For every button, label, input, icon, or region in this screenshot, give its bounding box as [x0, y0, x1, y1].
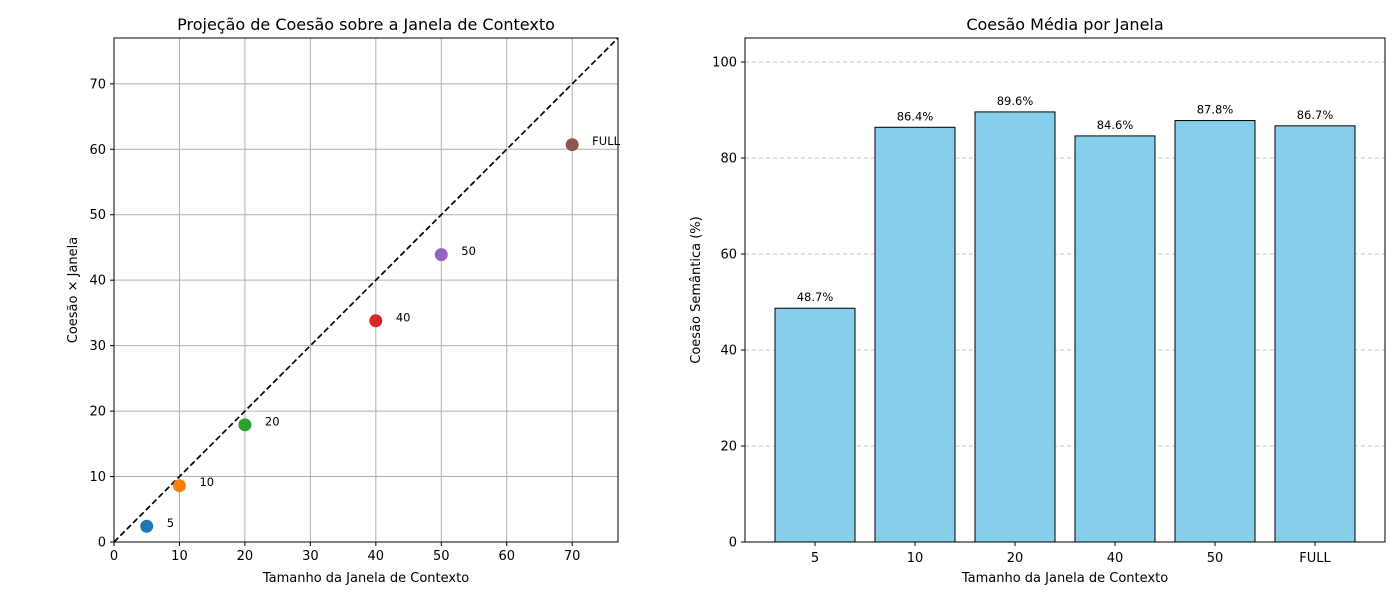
bar-x-tick-label: FULL: [1299, 551, 1331, 566]
bar: [774, 307, 856, 543]
scatter-y-tick-label: 70: [89, 77, 106, 92]
scatter-x-tick-label: 40: [368, 549, 385, 564]
bar-x-tick-label: 5: [811, 551, 819, 566]
scatter-y-tick-label: 10: [89, 470, 106, 485]
scatter-x-tick-label: 0: [110, 549, 118, 564]
bar-x-label: Tamanho da Janela de Contexto: [961, 571, 1168, 586]
bar-data-labels: 48.7% 86.4% 89.6% 84.6% 87.8% 86.7%: [797, 94, 1334, 304]
bar-y-tick-label: 80: [720, 152, 737, 167]
bar-chart: Coesão Média por Janela 48.7% 86.4% 89.6% 8…: [689, 15, 1386, 586]
bar: [1074, 135, 1156, 543]
scatter-point-label: 40: [396, 310, 411, 324]
bar: [974, 111, 1056, 543]
scatter-x-tick-label: 30: [302, 549, 319, 564]
bar-y-ticks: 0 20 40 60 80 100: [712, 56, 745, 551]
bar-plot-frame: [744, 37, 1386, 543]
bar-y-label: Coesão Semântica (%): [689, 216, 704, 363]
scatter-y-tick-label: 40: [89, 274, 106, 289]
scatter-x-tick-label: 50: [433, 549, 450, 564]
scatter-y-tick-label: 50: [89, 208, 106, 223]
bar-x-tick-label: 20: [1007, 551, 1024, 566]
scatter-point: [369, 314, 383, 328]
bar-data-label: 84.6%: [1097, 118, 1134, 132]
bar-y-tick-label: 100: [712, 56, 737, 71]
scatter-point-label: 20: [265, 414, 280, 428]
bar-x-tick-label: 10: [907, 551, 924, 566]
bar: [874, 126, 956, 543]
bar-y-tick-label: 20: [720, 440, 737, 455]
bar-y-tick-label: 40: [720, 344, 737, 359]
bar-bars: [774, 111, 1356, 543]
bar: [1174, 120, 1256, 543]
scatter-y-label: Coesão × Janela: [66, 237, 81, 344]
scatter-point-label: 5: [167, 516, 174, 530]
scatter-point: [140, 519, 154, 533]
scatter-point: [172, 479, 186, 493]
bar-data-label: 48.7%: [797, 290, 834, 304]
bar-y-tick-label: 60: [720, 248, 737, 263]
bar-x-tick-label: 40: [1107, 551, 1124, 566]
scatter-x-tick-label: 70: [564, 549, 581, 564]
scatter-y-tick-label: 20: [89, 405, 106, 420]
bar-x-ticks: 5 10 20 40 50 FULL: [811, 542, 1331, 566]
bar-data-label: 87.8%: [1197, 103, 1234, 117]
scatter-point: [238, 418, 252, 432]
scatter-x-label: Tamanho da Janela de Contexto: [262, 571, 469, 586]
scatter-point: [565, 138, 579, 152]
scatter-y-ticks: 0 10 20 30 40 50 60 70: [89, 77, 114, 551]
bar-data-label: 89.6%: [997, 94, 1034, 108]
scatter-point-label: 50: [461, 244, 476, 258]
scatter-title: Projeção de Coesão sobre a Janela de Con…: [177, 15, 555, 34]
scatter-point: [434, 248, 448, 262]
bar-x-tick-label: 50: [1207, 551, 1224, 566]
bar-data-label: 86.4%: [897, 109, 934, 123]
bar: [1274, 125, 1356, 543]
bar-y-tick-label: 0: [729, 536, 737, 551]
scatter-plot-frame: [113, 37, 619, 543]
scatter-y-tick-label: 0: [98, 536, 106, 551]
bar-title: Coesão Média por Janela: [966, 15, 1163, 34]
scatter-point-label: FULL: [592, 134, 620, 148]
bar-data-label: 86.7%: [1297, 108, 1334, 122]
scatter-x-ticks: 0 10 20 30 40 50 60 70: [110, 542, 581, 564]
scatter-x-tick-label: 10: [171, 549, 188, 564]
identity-line: [113, 37, 619, 543]
scatter-y-tick-label: 30: [89, 339, 106, 354]
scatter-reference-line: [113, 37, 619, 543]
scatter-x-tick-label: 20: [237, 549, 254, 564]
scatter-y-tick-label: 60: [89, 143, 106, 158]
scatter-point-label: 10: [199, 475, 214, 489]
scatter-points: 5 10 20 40 50 FULL: [140, 134, 621, 533]
scatter-x-tick-label: 60: [498, 549, 515, 564]
scatter-grid: [113, 38, 618, 543]
scatter-chart: Projeção de Coesão sobre a Janela de Con…: [66, 15, 621, 586]
